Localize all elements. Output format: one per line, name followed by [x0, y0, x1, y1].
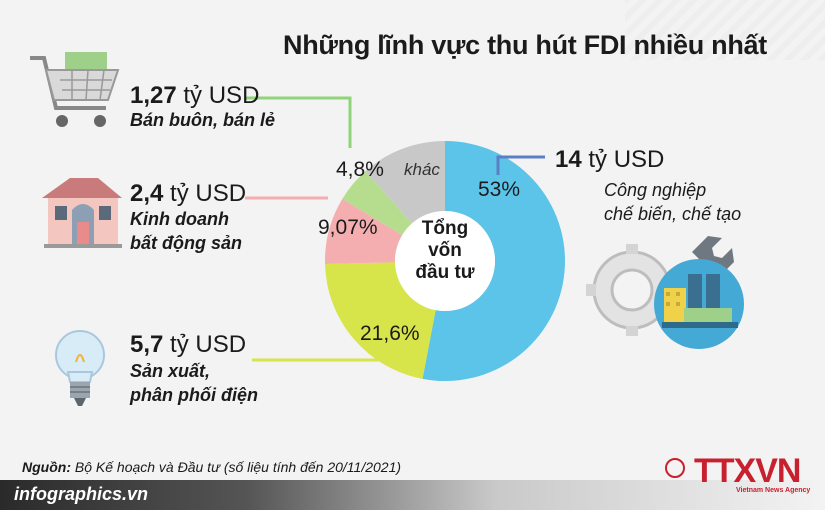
manufacturing-label: Công nghiệp chế biến, chế tạo [604, 180, 742, 224]
retail-label: Bán buôn, bán lẻ [130, 110, 276, 130]
footer-site: infographics.vn [14, 484, 149, 504]
slice-other [365, 141, 445, 224]
slice-retail [342, 171, 412, 236]
page-title: Những lĩnh vực thu hút FDI nhiều nhất [283, 30, 767, 60]
light-bulb-icon [55, 330, 105, 406]
data-label-power: 21,6% [360, 322, 420, 345]
data-label-manufacturing: 53% [478, 178, 521, 201]
real-estate-label: Kinh doanh bất động sản [130, 209, 242, 253]
slice-manufacturing [422, 141, 565, 381]
slice-power [325, 262, 436, 379]
footer-bar [0, 480, 825, 510]
pie-center-hole [395, 211, 495, 311]
manufacturing-amount: 14 tỷ USD [555, 146, 665, 173]
factory-gear-icon [586, 236, 744, 349]
copyright-icon [665, 458, 685, 478]
power-label: Sản xuất, phân phối điện [130, 361, 258, 405]
logo-ttxvn: TTXVN [694, 452, 801, 490]
data-label-other: khác [404, 160, 440, 179]
source-note: Nguồn: Bộ Kế hoạch và Đầu tư (số liệu tí… [22, 459, 402, 475]
slice-real-estate [325, 198, 403, 265]
shopping-cart-icon [30, 52, 120, 127]
background-pattern [625, 0, 825, 60]
retail-amount: 1,27 tỷ USD [130, 82, 260, 109]
logo-subtitle: Vietnam News Agency [736, 487, 811, 494]
house-icon [42, 178, 122, 248]
pie-center-label: Tổng vốn đầu tư [415, 218, 475, 283]
real-estate-amount: 2,4 tỷ USD [130, 180, 247, 207]
data-label-real-estate: 9,07% [318, 216, 378, 239]
power-amount: 5,7 tỷ USD [130, 331, 247, 358]
leader-line-retail [245, 96, 352, 148]
data-label-retail: 4,8% [336, 158, 384, 181]
leader-line-manufacturing [496, 155, 545, 175]
